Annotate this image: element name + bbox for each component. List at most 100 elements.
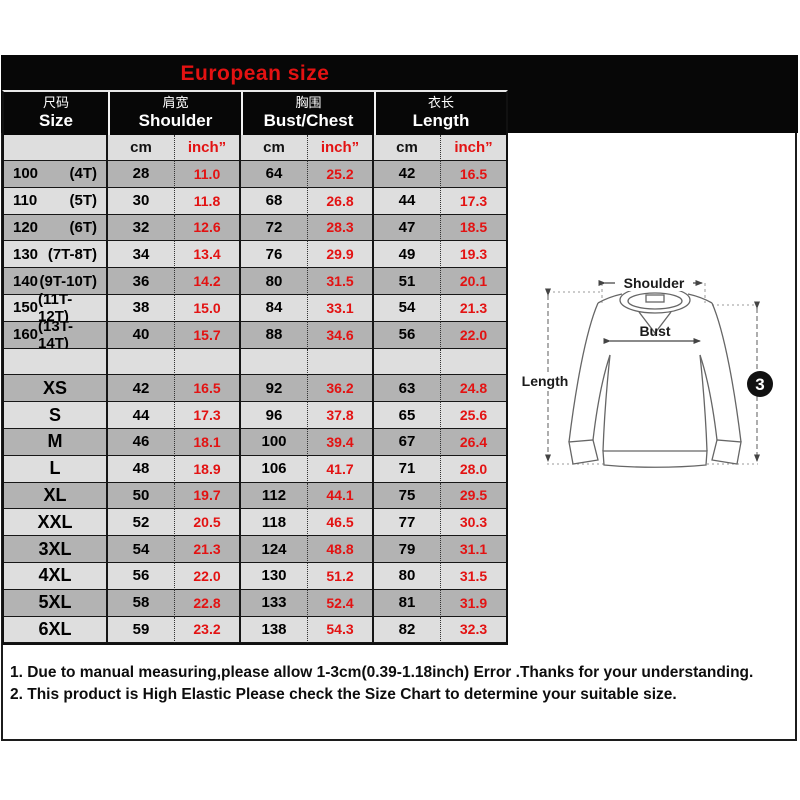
inch-value-cell: 18.1 <box>175 428 241 456</box>
col-header-length: 衣长 Length <box>374 92 506 135</box>
size-number: 150 <box>13 299 39 317</box>
cm-value-cell: 65 <box>374 402 441 429</box>
cm-value-cell: 75 <box>374 482 441 510</box>
inch-value-cell: 22.0 <box>441 321 506 349</box>
col-header-size: 尺码 Size <box>4 92 108 135</box>
size-cell: XL <box>4 482 108 510</box>
size-number: S <box>48 404 61 425</box>
cm-value-cell: 56 <box>108 562 175 590</box>
size-number: 3XL <box>38 538 72 559</box>
size-age-range: (4T) <box>69 165 98 183</box>
cm-value-cell: 81 <box>374 589 441 617</box>
col-header-bust: 胸围 Bust/Chest <box>241 92 374 135</box>
cm-value-cell: 51 <box>374 268 441 295</box>
cm-value-cell: 52 <box>108 509 175 537</box>
shoulder-label-bg <box>615 274 693 291</box>
page-title: European size <box>180 62 330 85</box>
size-number: 100 <box>13 165 39 183</box>
cm-value-cell: 118 <box>241 509 308 537</box>
unit-cm-length: cm <box>374 135 441 161</box>
size-cell: XXL <box>4 509 108 537</box>
inch-value-cell: 18.9 <box>175 455 241 483</box>
size-number: XXL <box>37 511 73 532</box>
inch-value-cell: 22.8 <box>175 589 241 617</box>
size-number: 4XL <box>38 565 72 586</box>
inch-value-cell: 15.0 <box>175 294 241 322</box>
left-cuff <box>568 439 599 465</box>
inch-value-cell: 17.3 <box>441 187 506 215</box>
inch-value-cell: 36.2 <box>308 375 374 403</box>
inch-value-cell: 19.7 <box>175 482 241 510</box>
cm-value-cell: 42 <box>374 161 441 188</box>
spacer-cell <box>374 348 441 376</box>
cm-value-cell: 44 <box>108 402 175 429</box>
spacer-cell <box>175 348 241 376</box>
size-age-range: (13T-14T) <box>38 317 74 352</box>
cm-value-cell: 138 <box>241 616 308 644</box>
size-cell: XS <box>4 375 108 403</box>
inch-value-cell: 16.5 <box>441 161 506 188</box>
size-number: 120 <box>13 218 39 236</box>
left-sleeve-inner <box>592 354 611 441</box>
sweatshirt-drawing <box>568 286 742 468</box>
spacer-cell <box>241 348 308 376</box>
size-cell: 150 (11T-12T) <box>4 291 108 325</box>
inch-value-cell: 28.0 <box>441 455 506 483</box>
cm-value-cell: 47 <box>374 214 441 242</box>
col-header-bust-zh: 胸围 <box>295 95 322 111</box>
badge-circle <box>747 371 773 397</box>
size-number: XL <box>43 484 67 505</box>
left-sleeve-outer <box>568 302 599 443</box>
unit-inch-shoulder: inch” <box>175 135 241 161</box>
inch-value-cell: 37.8 <box>308 402 374 429</box>
footnote-2: 2. This product is High Elastic Please c… <box>10 686 677 703</box>
cm-value-cell: 133 <box>241 589 308 617</box>
col-header-shoulder-en: Shoulder <box>138 111 213 131</box>
spacer-cell <box>4 348 108 376</box>
inch-value-cell: 44.1 <box>308 482 374 510</box>
inch-value-cell: 29.5 <box>441 482 506 510</box>
col-header-length-en: Length <box>412 111 470 131</box>
cm-value-cell: 112 <box>241 482 308 510</box>
size-cell: M <box>4 428 108 456</box>
subheader-size-cell <box>4 135 108 161</box>
size-cell: 110 (5T) <box>4 187 108 215</box>
spacer-cell <box>108 348 175 376</box>
col-header-length-zh: 衣长 <box>427 95 454 111</box>
cm-value-cell: 82 <box>374 616 441 644</box>
cm-value-cell: 54 <box>374 294 441 322</box>
size-number: 140 <box>13 272 39 290</box>
inch-value-cell: 22.0 <box>175 562 241 590</box>
size-age-range: (6T) <box>69 218 98 236</box>
cm-value-cell: 28 <box>108 161 175 188</box>
body-left-side <box>602 354 611 452</box>
cm-value-cell: 71 <box>374 455 441 483</box>
inch-value-cell: 20.1 <box>441 268 506 295</box>
inch-value-cell: 41.7 <box>308 455 374 483</box>
inch-value-cell: 39.4 <box>308 428 374 456</box>
cm-value-cell: 68 <box>241 187 308 215</box>
cm-value-cell: 30 <box>108 187 175 215</box>
size-cell: 3XL <box>4 536 108 563</box>
inch-value-cell: 31.1 <box>441 536 506 563</box>
bust-label: Bust <box>639 323 670 339</box>
cm-value-cell: 96 <box>241 402 308 429</box>
cm-value-cell: 50 <box>108 482 175 510</box>
col-header-size-en: Size <box>38 111 74 131</box>
unit-cm-shoulder: cm <box>108 135 175 161</box>
footnotes: 1. Due to manual measuring,please allow … <box>10 662 792 706</box>
inch-value-cell: 21.3 <box>175 536 241 563</box>
inch-value-cell: 26.4 <box>441 428 506 456</box>
right-sleeve-inner <box>699 354 718 441</box>
size-age-range: (5T) <box>69 192 98 210</box>
inch-value-cell: 23.2 <box>175 616 241 644</box>
inch-value-cell: 32.3 <box>441 616 506 644</box>
size-cell: 5XL <box>4 589 108 617</box>
inch-value-cell: 46.5 <box>308 509 374 537</box>
inch-value-cell: 31.5 <box>308 268 374 295</box>
footnote-1: 1. Due to manual measuring,please allow … <box>10 664 754 681</box>
size-cell: 120 (6T) <box>4 214 108 242</box>
unit-inch-length: inch” <box>441 135 506 161</box>
inch-value-cell: 13.4 <box>175 241 241 269</box>
size-age-range: (11T-12T) <box>38 290 73 325</box>
